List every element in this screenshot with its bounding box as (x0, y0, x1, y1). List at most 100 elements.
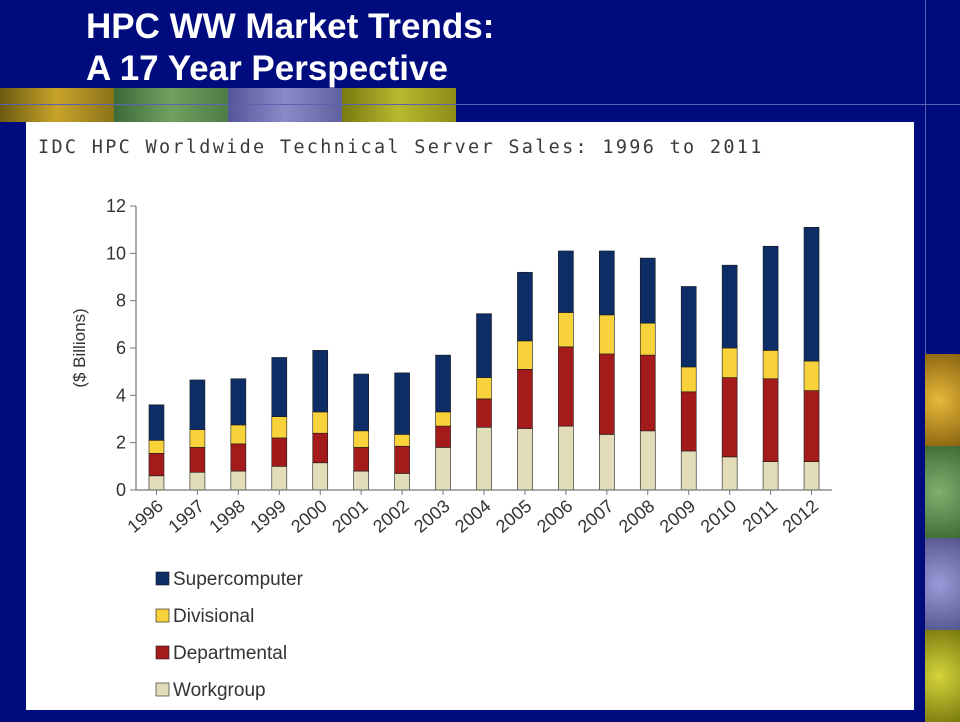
y-tick-label: 8 (116, 291, 126, 311)
decor-stripe-olive (342, 88, 456, 122)
bar-segment-divisional (353, 430, 369, 448)
x-tick-label: 2010 (697, 496, 741, 537)
bar-segment-supercomputer (394, 372, 410, 435)
bar-segment-workgroup (680, 450, 697, 491)
bar-segment-departmental (230, 443, 247, 472)
bar-segment-workgroup (353, 470, 369, 491)
bar-segment-divisional (639, 322, 656, 356)
x-tick-label: 2011 (739, 496, 782, 536)
decor-square-purple (925, 538, 960, 630)
y-tick-label: 4 (116, 385, 126, 405)
bar-segment-supercomputer (312, 350, 329, 413)
bar-segment-workgroup (803, 461, 820, 491)
slide-title-line2: A 17 Year Perspective (86, 49, 448, 88)
bar-segment-workgroup (148, 475, 165, 491)
legend-label-divisional: Divisional (173, 606, 254, 627)
bar-segment-supercomputer (353, 373, 369, 432)
decor-stripe-gold (0, 88, 114, 122)
x-tick-label: 1997 (164, 496, 208, 537)
bar-segment-divisional (517, 340, 533, 370)
bar-segment-supercomputer (271, 357, 288, 417)
decor-square-gold (925, 354, 960, 446)
bar-segment-departmental (435, 425, 451, 448)
bar-segment-divisional (680, 366, 697, 393)
bar-segment-supercomputer (230, 378, 247, 426)
decor-stripe-green (114, 88, 228, 122)
x-tick-label: 2007 (574, 496, 618, 537)
x-tick-label: 2000 (287, 496, 331, 537)
legend-swatch-workgroup (155, 682, 170, 697)
bar-segment-departmental (353, 447, 369, 472)
bar-segment-workgroup (394, 473, 410, 491)
decor-square-green (925, 446, 960, 538)
legend-label-workgroup: Workgroup (173, 680, 266, 701)
bar-segment-workgroup (230, 470, 247, 491)
bar-segment-departmental (558, 346, 574, 427)
bar-segment-workgroup (189, 471, 206, 491)
bar-segment-workgroup (517, 428, 533, 491)
bar-segment-divisional (762, 350, 779, 380)
bar-segment-departmental (312, 432, 329, 464)
bar-segment-departmental (599, 353, 615, 435)
y-tick-label: 2 (116, 433, 126, 453)
bar-segment-divisional (599, 314, 615, 355)
bar-segment-departmental (189, 447, 206, 473)
bar-segment-departmental (762, 378, 779, 462)
bar-segment-departmental (271, 437, 288, 467)
y-tick-label: 6 (116, 338, 126, 358)
bar-segment-workgroup (762, 461, 779, 491)
legend-swatch-supercomputer (155, 571, 170, 586)
bar-segment-supercomputer (762, 245, 779, 351)
bar-segment-divisional (476, 377, 492, 400)
decor-horizontal-line (0, 104, 960, 105)
slide-title: HPC WW Market Trends: A 17 Year Perspect… (86, 6, 494, 90)
bar-segment-workgroup (599, 434, 615, 491)
bar-segment-supercomputer (148, 404, 165, 441)
y-axis-label: ($ Billions) (70, 308, 89, 387)
bar-segment-divisional (435, 411, 451, 427)
bar-segment-departmental (680, 391, 697, 452)
x-tick-label: 2006 (533, 496, 577, 537)
bar-segment-departmental (639, 354, 656, 432)
bar-segment-workgroup (435, 447, 451, 491)
bar-segment-divisional (271, 416, 288, 439)
x-tick-label: 2008 (615, 496, 659, 537)
legend-label-departmental: Departmental (173, 643, 287, 664)
bar-segment-workgroup (312, 462, 329, 491)
bar-segment-workgroup (271, 466, 288, 491)
bar-segment-supercomputer (189, 379, 206, 430)
bar-segment-departmental (517, 369, 533, 429)
chart-panel: IDC HPC Worldwide Technical Server Sales… (26, 122, 914, 710)
legend-swatch-divisional (155, 608, 170, 623)
x-tick-label: 2009 (656, 496, 700, 537)
y-tick-label: 12 (106, 196, 126, 216)
bar-segment-workgroup (476, 426, 492, 491)
x-tick-label: 2002 (369, 496, 413, 537)
bar-segment-departmental (803, 390, 820, 462)
bar-segment-divisional (721, 347, 738, 378)
bar-segment-supercomputer (639, 257, 656, 324)
x-tick-label: 1998 (205, 496, 249, 537)
bar-segment-divisional (558, 312, 574, 348)
legend-swatch-departmental (155, 645, 170, 660)
x-tick-label: 1996 (124, 496, 168, 537)
x-tick-label: 2005 (492, 496, 536, 537)
bar-segment-supercomputer (558, 250, 574, 313)
bar-segment-workgroup (558, 425, 574, 491)
bar-segment-supercomputer (721, 264, 738, 349)
stacked-bar-chart: IDC HPC Worldwide Technical Server Sales… (38, 137, 832, 701)
bar-segment-departmental (148, 453, 165, 477)
bar-segment-supercomputer (517, 271, 533, 342)
decor-stripe-purple (228, 88, 342, 122)
slide-title-line1: HPC WW Market Trends: (86, 7, 495, 46)
x-tick-label: 1999 (246, 496, 290, 537)
bar-segment-supercomputer (435, 354, 451, 413)
x-tick-label: 2012 (779, 496, 823, 537)
bar-segment-divisional (312, 411, 329, 434)
bar-segment-divisional (394, 434, 410, 447)
bar-segment-departmental (476, 398, 492, 428)
bar-segment-divisional (230, 424, 247, 445)
bar-segment-workgroup (639, 430, 656, 491)
legend-label-supercomputer: Supercomputer (173, 569, 304, 590)
bar-segment-divisional (189, 429, 206, 448)
